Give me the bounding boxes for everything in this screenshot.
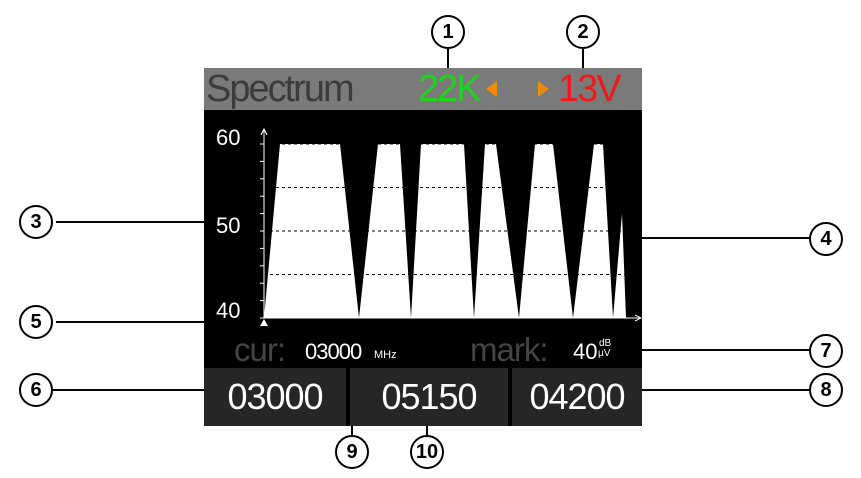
y-tick-label-40: 40 bbox=[216, 298, 241, 323]
callout-10: 10 bbox=[410, 435, 444, 469]
info-bar: cur: 03000 MHz mark: 40 dB µV bbox=[204, 331, 642, 367]
cursor-frequency-unit: MHz bbox=[374, 349, 397, 361]
x-axis-arrow-icon bbox=[634, 314, 642, 322]
y-axis-arrow-icon bbox=[260, 127, 268, 136]
callout-2: 2 bbox=[566, 15, 600, 49]
cursor-frequency-value: 03000 bbox=[305, 339, 362, 364]
marker-level-value: 40 bbox=[573, 339, 598, 364]
indicator-22k: 22K bbox=[418, 68, 482, 110]
spectrum-screen: Spectrum 22K 13V 60 50 40 cur: 03000 MHz… bbox=[204, 68, 642, 426]
callout-6: 6 bbox=[19, 373, 53, 407]
cursor-label: cur: bbox=[234, 331, 286, 368]
y-tick-label-60: 60 bbox=[216, 125, 241, 150]
cursor-marker-icon bbox=[260, 319, 268, 326]
screen-title: Spectrum bbox=[206, 68, 355, 110]
indicator-13v: 13V bbox=[558, 68, 622, 110]
arrow-left-icon bbox=[486, 81, 497, 97]
callout-7: 7 bbox=[809, 334, 843, 368]
center-frequency-field[interactable]: 05150 bbox=[350, 368, 508, 426]
callout-5: 5 bbox=[19, 305, 53, 339]
marker-unit-db: dB bbox=[599, 338, 612, 349]
callout-9: 9 bbox=[335, 435, 369, 469]
marker-label: mark: bbox=[470, 331, 548, 368]
callout-3: 3 bbox=[19, 205, 53, 239]
callout-1: 1 bbox=[431, 15, 465, 49]
callout-4: 4 bbox=[809, 222, 843, 256]
start-frequency-field[interactable]: 03000 bbox=[204, 368, 346, 426]
y-tick-label-50: 50 bbox=[216, 213, 241, 238]
arrow-right-icon bbox=[538, 81, 549, 97]
end-frequency-field[interactable]: 04200 bbox=[512, 368, 642, 426]
callout-8: 8 bbox=[809, 373, 843, 407]
frequency-bar: 03000 05150 04200 bbox=[204, 368, 642, 426]
marker-unit-uv: µV bbox=[598, 348, 611, 359]
spectrum-chart bbox=[260, 127, 642, 326]
title-bar: Spectrum 22K 13V bbox=[204, 68, 642, 110]
